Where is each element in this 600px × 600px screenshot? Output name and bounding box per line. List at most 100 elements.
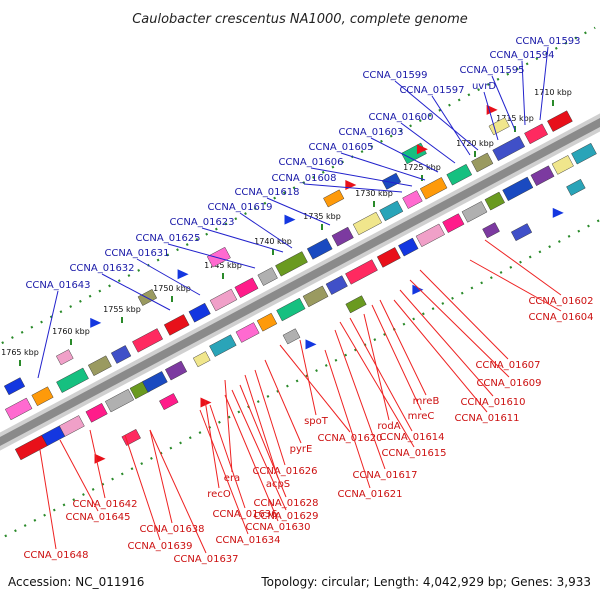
bottom-gene-leader — [224, 379, 233, 473]
gene-block — [376, 247, 401, 268]
kbp-tick-label: 1750 kbp — [153, 284, 191, 293]
accession-text: Accession: NC_011916 — [8, 575, 144, 589]
strand-arrow — [200, 397, 212, 408]
gene-block — [31, 386, 54, 407]
top-gene-leader — [539, 46, 549, 121]
kbp-tick — [171, 296, 173, 302]
top-gene-leader — [136, 258, 201, 296]
top-gene-label: CCNA_01594 — [489, 50, 554, 61]
top-gene-leader — [201, 227, 284, 253]
gene-block — [325, 275, 348, 295]
top-gene-label: CCNA_01625 — [135, 233, 200, 244]
kbp-tick — [474, 151, 476, 157]
bottom-gene-leader — [204, 399, 220, 489]
bottom-gene-leader — [379, 299, 427, 396]
bottom-gene-label: CCNA_01626 — [252, 466, 317, 477]
bottom-gene-label: CCNA_01637 — [173, 554, 238, 565]
gene-block — [419, 177, 448, 200]
gene-block — [56, 367, 89, 393]
top-gene-label: uvrD — [472, 81, 496, 92]
gene-block — [110, 345, 132, 364]
top-gene-leader — [370, 137, 439, 173]
kbp-tick-label: 1715 kbp — [496, 114, 534, 123]
gene-block — [59, 415, 85, 437]
gene-block — [402, 190, 423, 209]
gene-block — [188, 302, 211, 323]
bottom-gene-label: CCNA_01615 — [381, 448, 446, 459]
gene-block — [163, 314, 190, 336]
kbp-tick-label: 1710 kbp — [534, 88, 572, 97]
top-gene-label: CCNA_01631 — [104, 248, 169, 259]
bottom-gene-leader — [39, 449, 57, 550]
gene-block — [482, 222, 500, 239]
topology-text: Topology: circular; Length: 4,042,929 bp… — [260, 575, 591, 589]
bottom-gene-label: pyrE — [290, 444, 313, 455]
gene-block — [446, 163, 473, 186]
gene-block — [302, 285, 329, 308]
bottom-gene-label: mreB — [413, 396, 440, 407]
top-gene-label: CCNA_01597 — [399, 85, 464, 96]
gene-block — [492, 135, 526, 161]
kbp-tick-label: 1720 kbp — [456, 139, 494, 148]
bottom-gene-label: CCNA_01639 — [127, 541, 192, 552]
gene-block — [442, 213, 465, 233]
gene-block — [3, 377, 26, 396]
bottom-gene-label: CCNA_01617 — [352, 470, 417, 481]
gene-block — [206, 246, 231, 268]
kbp-tick — [70, 339, 72, 345]
gene-block — [345, 295, 367, 314]
top-gene-label: CCNA_01599 — [362, 70, 427, 81]
top-gene-leader — [167, 243, 256, 269]
strand-arrow — [416, 144, 428, 155]
top-gene-label: CCNA_01643 — [25, 280, 90, 291]
bottom-gene-leader — [334, 329, 386, 470]
gene-block — [306, 238, 333, 260]
bottom-gene-leader — [324, 349, 371, 489]
bottom-gene-label: CCNA_01607 — [475, 360, 540, 371]
gene-block — [323, 189, 345, 208]
strand-arrow — [177, 269, 189, 280]
top-gene-label: CCNA_01603 — [338, 127, 403, 138]
top-gene-label: CCNA_01593 — [515, 36, 580, 47]
top-gene-label: CCNA_01600 — [368, 112, 433, 123]
gene-block — [530, 165, 555, 186]
gene-block — [276, 297, 306, 322]
map-title: Caulobacter crescentus NA1000, complete … — [132, 12, 468, 27]
bottom-gene-leader — [299, 339, 317, 416]
gene-block — [352, 211, 382, 236]
gene-block — [165, 360, 188, 381]
gene-block — [551, 155, 574, 175]
chromosome-backbone — [0, 117, 600, 447]
gene-block — [566, 178, 586, 196]
gene-block — [209, 288, 238, 312]
gene-block — [571, 142, 597, 165]
gene-block — [87, 355, 112, 377]
kbp-tick — [222, 273, 224, 279]
kbp-tick-label: 1735 kbp — [303, 212, 341, 221]
gene-block — [381, 172, 402, 190]
bottom-gene-label: CCNA_01636 — [212, 509, 277, 520]
bottom-gene-label: recO — [207, 489, 231, 500]
strand-arrow — [486, 104, 498, 115]
gene-block — [256, 312, 278, 332]
bottom-gene-leader — [209, 404, 246, 509]
kbp-tick-label: 1765 kbp — [1, 348, 39, 357]
kbp-tick — [321, 224, 323, 230]
gene-block — [104, 388, 135, 413]
bottom-gene-label: CCNA_01621 — [337, 489, 402, 500]
gene-block — [235, 322, 260, 343]
gene-block — [209, 334, 237, 357]
bottom-gene-label: CCNA_01638 — [139, 524, 204, 535]
bottom-gene-label: CCNA_01630 — [245, 522, 310, 533]
strand-arrow — [90, 317, 102, 328]
bottom-gene-leader — [124, 434, 161, 541]
top-gene-label: CCNA_01595 — [459, 65, 524, 76]
top-gene-label: CCNA_01632 — [69, 263, 134, 274]
bottom-gene-leader — [469, 259, 562, 312]
gene-block — [282, 328, 301, 345]
top-gene-leader — [521, 60, 526, 126]
kbp-tick-label: 1730 kbp — [355, 189, 393, 198]
top-gene-leader — [394, 80, 479, 151]
gene-block — [192, 351, 211, 368]
map-body: 1710 kbp 1715 kbp 1720 kbp 1725 kbp 1730 kbp… — [0, 26, 600, 565]
